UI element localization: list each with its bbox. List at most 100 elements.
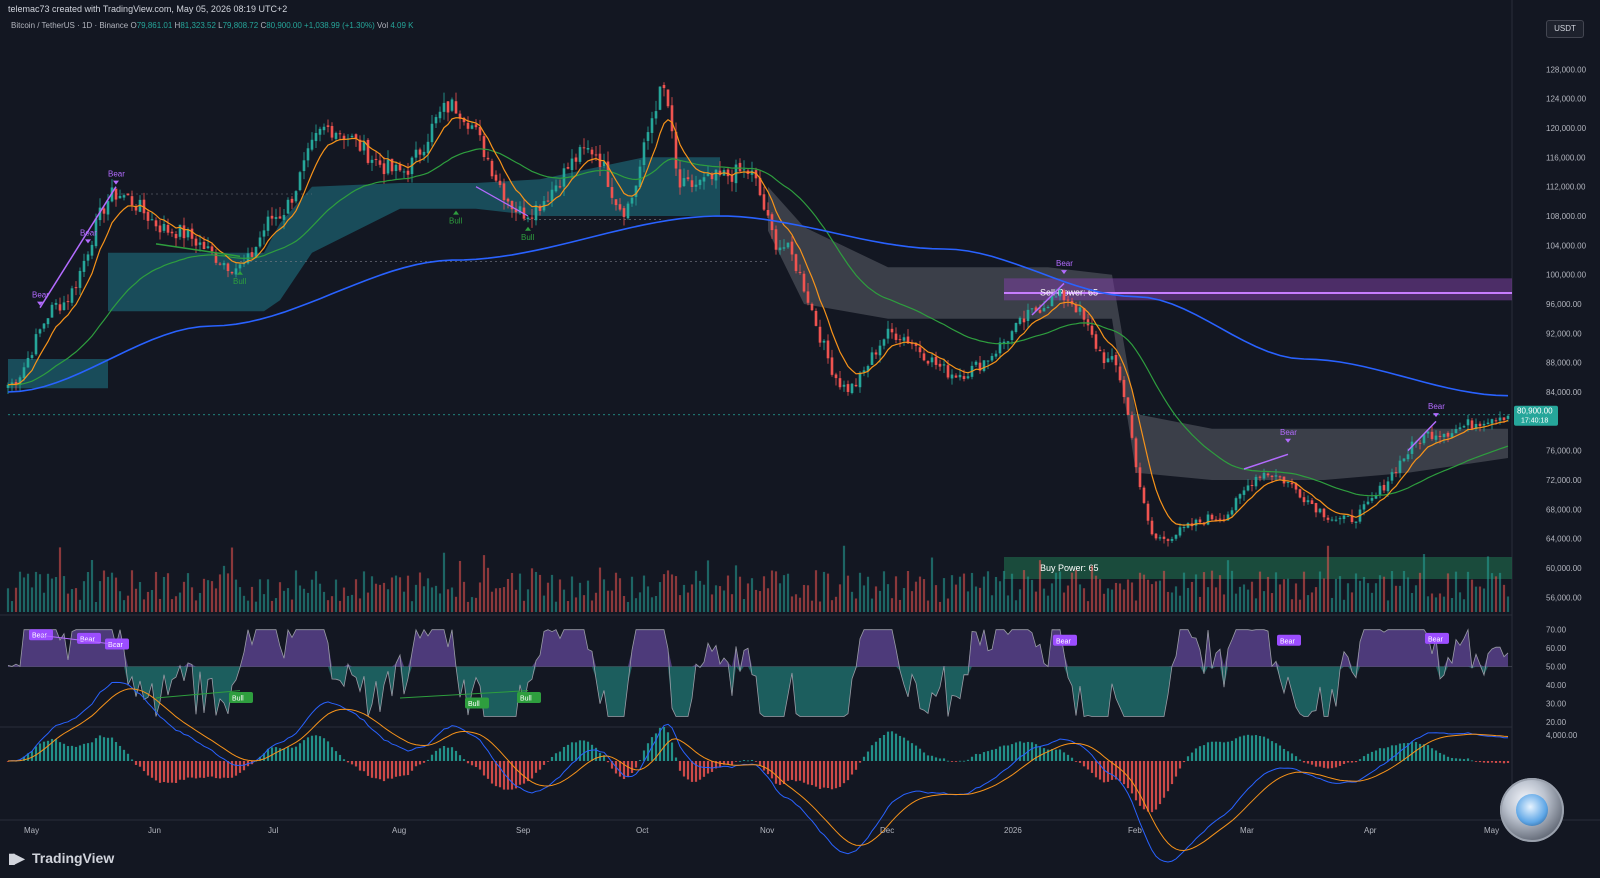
volume-bar [594, 592, 598, 612]
volume-bar [1038, 560, 1042, 612]
volume-bar [766, 588, 770, 612]
macd-histogram-bar [754, 761, 758, 762]
candle-body [834, 374, 838, 379]
candle-body [1278, 476, 1282, 478]
macd-histogram-bar [6, 761, 10, 762]
currency-button[interactable]: USDT [1546, 20, 1584, 38]
candle-body [298, 172, 302, 191]
macd-histogram-bar [1498, 761, 1502, 763]
macd-histogram-bar [514, 761, 518, 789]
candle-body [538, 205, 542, 211]
candle-body [1446, 432, 1450, 437]
candle-body [1350, 515, 1354, 523]
volume-bar [298, 585, 302, 612]
volume-bar [1018, 589, 1022, 612]
candle-body [1474, 423, 1478, 429]
candle-body [782, 247, 786, 249]
macd-histogram-bar [42, 741, 46, 761]
macd-histogram-bar [370, 761, 374, 778]
candle-body [322, 126, 326, 131]
macd-histogram-bar [186, 761, 190, 778]
macd-histogram-bar [570, 742, 574, 761]
candle-body [218, 263, 222, 265]
candle-body [1194, 519, 1198, 526]
rsi-bear-tag [77, 632, 101, 644]
macd-histogram-bar [990, 749, 994, 761]
macd-histogram-bar [670, 742, 674, 761]
macd-histogram-bar [774, 761, 778, 784]
volume-bar [382, 582, 386, 612]
macd-histogram-bar [282, 748, 286, 761]
candle-body [838, 378, 842, 388]
volume-bar [930, 557, 934, 612]
volume-bar [786, 573, 790, 612]
macd-histogram-bar [966, 759, 970, 761]
price-tick-label: 108,000.00 [1546, 212, 1587, 221]
candle-body [926, 361, 930, 364]
candle-body [1302, 497, 1306, 503]
volume-bar [58, 547, 62, 612]
volume-bar [1506, 596, 1510, 612]
candle-body [1374, 495, 1378, 499]
macd-histogram-bar [714, 761, 718, 769]
symbol-legend[interactable]: Bitcoin / TetherUS · 1D · Binance O79,86… [11, 21, 413, 30]
price-tick-label: 128,000.00 [1546, 65, 1587, 74]
candle-body [1198, 519, 1202, 523]
candle-body [958, 374, 962, 378]
candle-body [394, 164, 398, 172]
candle-body [1318, 508, 1322, 513]
macd-histogram-bar [1210, 741, 1214, 761]
macd-histogram-bar [1270, 741, 1274, 761]
candle-body [670, 105, 674, 132]
volume-bar [874, 586, 878, 612]
volume-bar [1174, 586, 1178, 612]
macd-histogram-bar [230, 761, 234, 778]
macd-histogram-bar [90, 742, 94, 761]
volume-bar [290, 599, 294, 612]
volume-bar [646, 586, 650, 612]
volume-bar [146, 591, 150, 612]
macd-histogram-bar [494, 761, 498, 787]
candle-body [482, 136, 486, 158]
rsi-tick-label: 50.00 [1546, 663, 1567, 672]
volume-bar [838, 584, 842, 612]
candle-body [354, 134, 358, 139]
macd-histogram-bar [1134, 761, 1138, 801]
volume-bar [1434, 597, 1438, 612]
candle-body [1310, 500, 1314, 505]
macd-histogram-bar [206, 761, 210, 777]
volume-bar [1302, 571, 1306, 612]
volume-bar [150, 590, 154, 612]
volume-bar [970, 572, 974, 612]
rsi-bear-tag [1053, 634, 1077, 646]
volume-bar [402, 591, 406, 612]
volume-bar [958, 576, 962, 612]
volume-bar [1266, 576, 1270, 612]
candle-body [402, 171, 406, 173]
candle-body [794, 254, 798, 272]
volume-bar [814, 570, 818, 612]
candle-body [730, 175, 734, 182]
chart-creator-caption: telemac73 created with TradingView.com, … [8, 4, 288, 14]
candle-body [1106, 358, 1110, 363]
macd-histogram-bar [694, 761, 698, 782]
volume-bar [1066, 585, 1070, 612]
candle-body [1382, 484, 1386, 491]
volume-bar [1010, 573, 1014, 612]
candle-body [278, 216, 282, 219]
candle-body [358, 139, 362, 151]
candle-body [130, 196, 134, 206]
volume-bar [934, 585, 938, 612]
macd-histogram-bar [502, 761, 506, 790]
macd-histogram-bar [54, 738, 58, 761]
candle-body [158, 225, 162, 233]
macd-histogram-bar [1022, 742, 1026, 761]
macd-histogram-bar [138, 761, 142, 767]
macd-histogram-bar [1042, 748, 1046, 761]
volume-bar [1346, 583, 1350, 612]
candle-body [442, 102, 446, 112]
macd-histogram-bar [1434, 750, 1438, 761]
candle-body [190, 228, 194, 239]
macd-histogram-bar [390, 761, 394, 779]
